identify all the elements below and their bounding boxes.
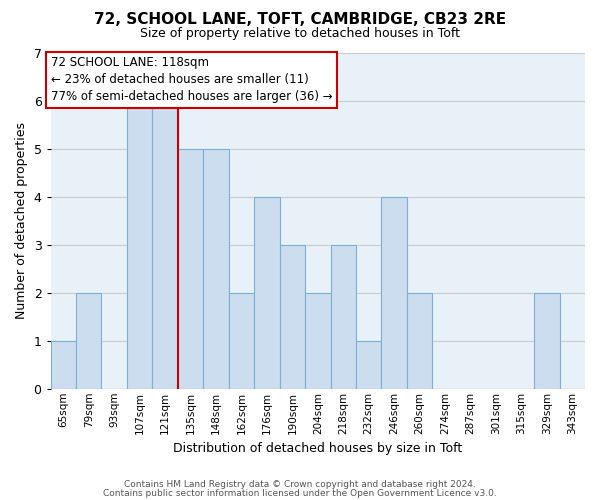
Bar (203, 148, 229, 389)
Bar (305, 292, 331, 389)
Bar (178, 148, 203, 389)
Bar (382, 196, 407, 389)
Bar (254, 196, 280, 389)
Bar (356, 340, 382, 389)
Bar (127, 100, 152, 389)
Bar (407, 292, 433, 389)
Bar (534, 292, 560, 389)
Text: Contains public sector information licensed under the Open Government Licence v3: Contains public sector information licen… (103, 489, 497, 498)
Bar (331, 244, 356, 389)
Y-axis label: Number of detached properties: Number of detached properties (15, 122, 28, 319)
Text: Size of property relative to detached houses in Toft: Size of property relative to detached ho… (140, 28, 460, 40)
Text: 72 SCHOOL LANE: 118sqm
← 23% of detached houses are smaller (11)
77% of semi-det: 72 SCHOOL LANE: 118sqm ← 23% of detached… (51, 56, 333, 104)
Bar (280, 244, 305, 389)
Bar (229, 292, 254, 389)
Bar (50, 340, 76, 389)
X-axis label: Distribution of detached houses by size in Toft: Distribution of detached houses by size … (173, 442, 463, 455)
Text: Contains HM Land Registry data © Crown copyright and database right 2024.: Contains HM Land Registry data © Crown c… (124, 480, 476, 489)
Bar (152, 100, 178, 389)
Text: 72, SCHOOL LANE, TOFT, CAMBRIDGE, CB23 2RE: 72, SCHOOL LANE, TOFT, CAMBRIDGE, CB23 2… (94, 12, 506, 28)
Bar (76, 292, 101, 389)
